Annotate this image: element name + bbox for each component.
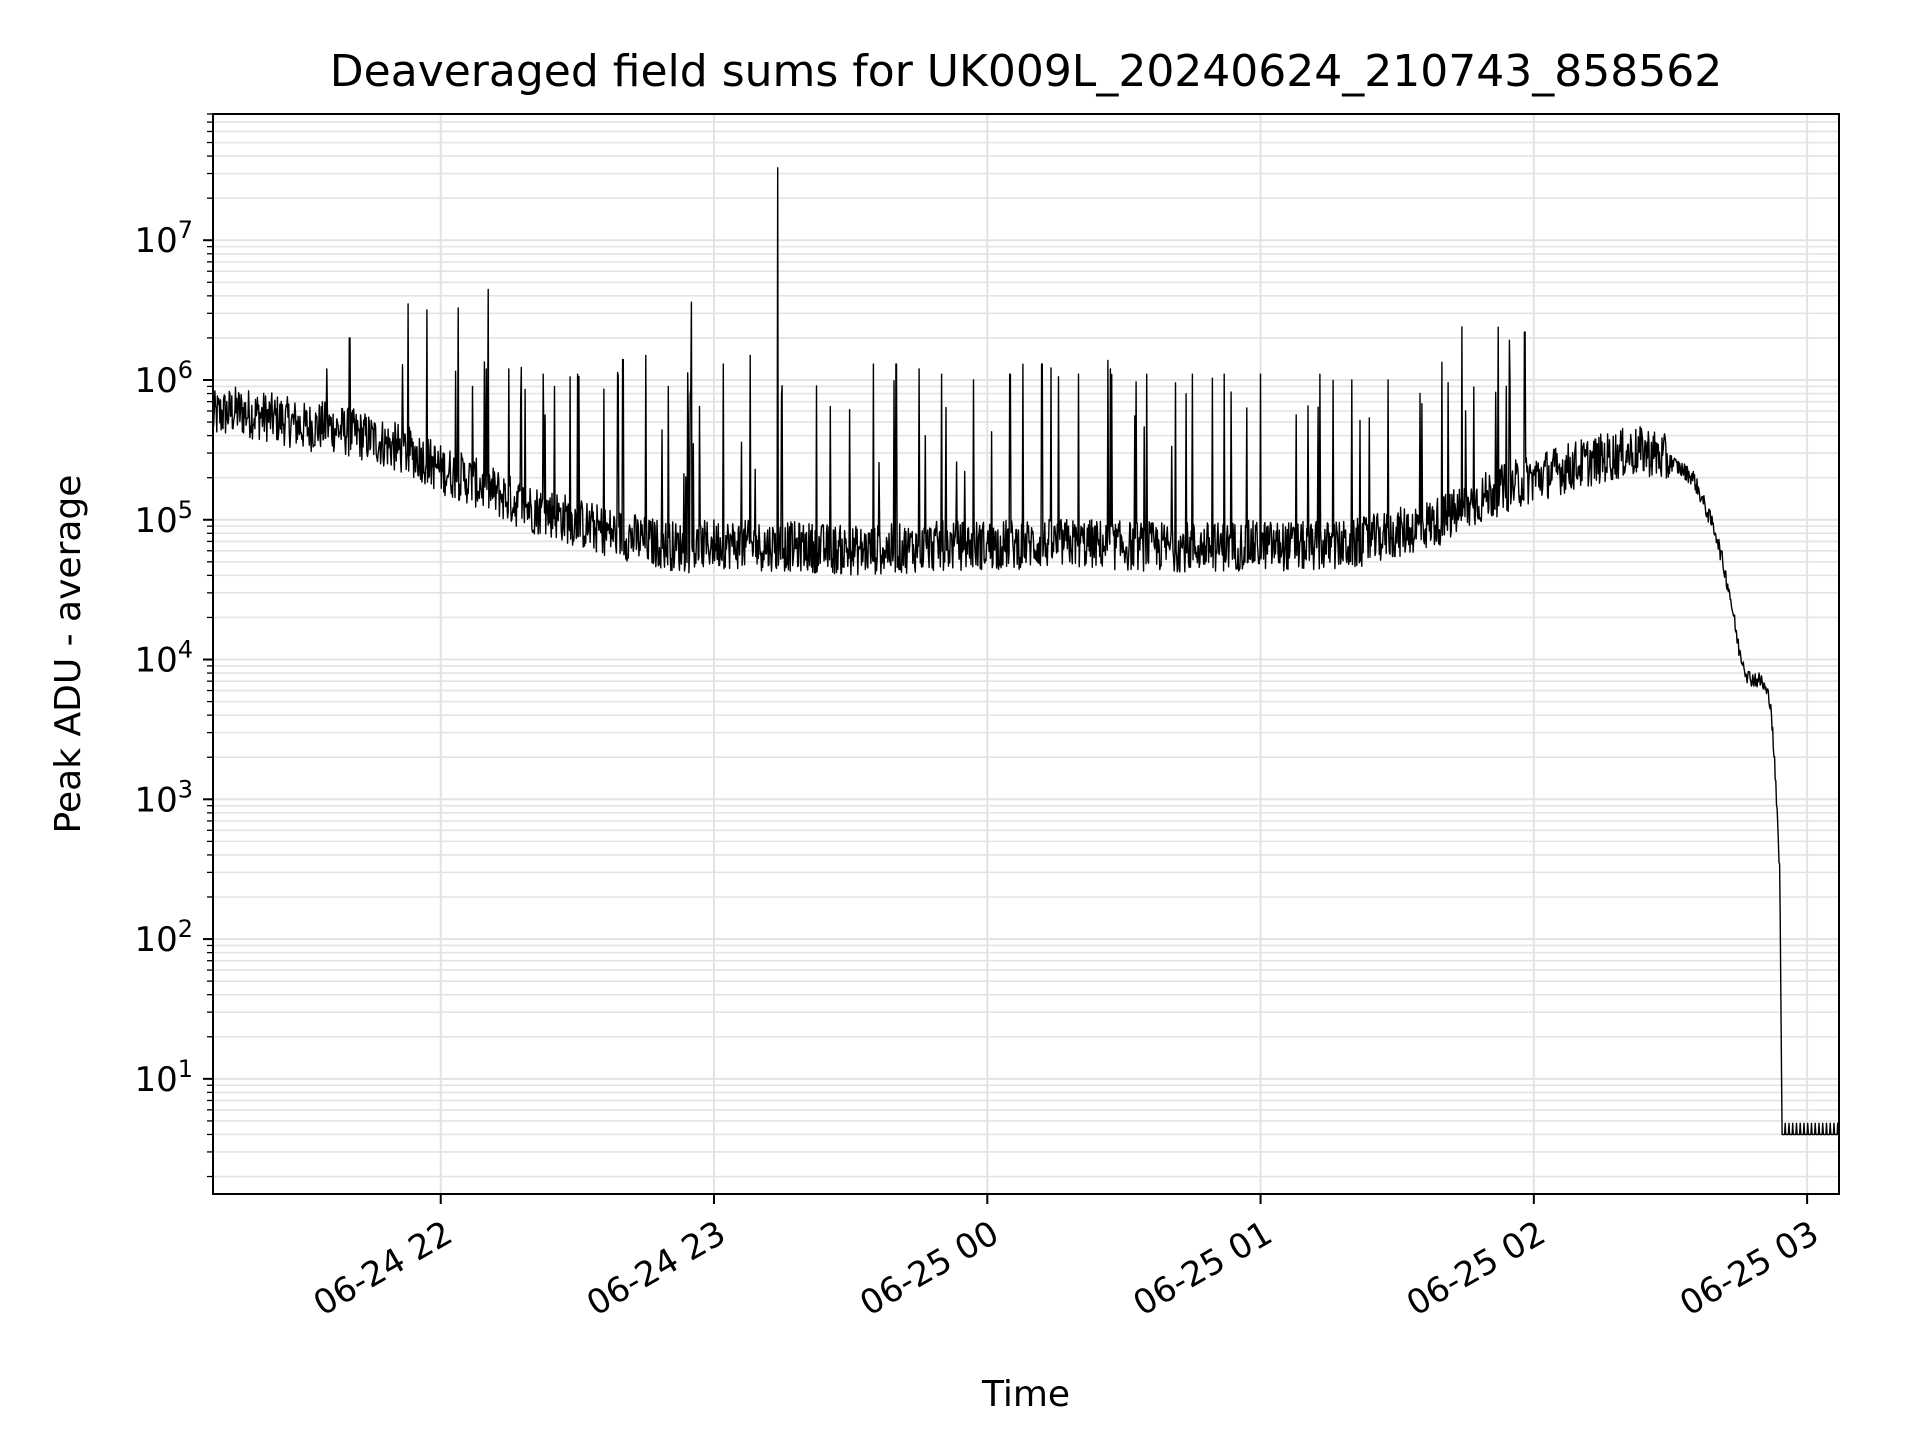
x-tick-label: 06-25 01 bbox=[1127, 1213, 1279, 1324]
x-tick-label: 06-25 00 bbox=[853, 1213, 1005, 1324]
x-tick-label: 06-24 23 bbox=[580, 1213, 732, 1324]
x-tick-label: 06-24 22 bbox=[307, 1213, 459, 1324]
data-line bbox=[212, 167, 1840, 1136]
y-tick-label: 103 bbox=[134, 775, 193, 820]
x-tick-label: 06-25 02 bbox=[1400, 1213, 1552, 1324]
y-axis-label: Peak ADU - average bbox=[48, 475, 89, 834]
series-line bbox=[212, 167, 1840, 1136]
x-tick-label: 06-25 03 bbox=[1673, 1213, 1825, 1324]
x-axis-label: Time bbox=[981, 1374, 1070, 1415]
y-tick-label: 101 bbox=[134, 1055, 193, 1100]
plot-frame bbox=[212, 113, 1840, 1195]
y-tick-label: 106 bbox=[134, 356, 193, 401]
x-axis-ticks: 06-24 22 06-24 23 06-25 00 06-25 01 06-25 02… bbox=[307, 1194, 1826, 1324]
grid bbox=[213, 113, 1839, 1194]
y-tick-label: 107 bbox=[134, 216, 193, 261]
y-axis-ticks: 101 102 103 104 105 106 107 bbox=[134, 113, 213, 1178]
chart-title: Deaveraged field sums for UK009L_2024062… bbox=[330, 46, 1722, 97]
y-tick-label: 104 bbox=[134, 636, 193, 681]
y-tick-label: 105 bbox=[134, 496, 193, 541]
y-tick-label: 102 bbox=[134, 915, 193, 960]
